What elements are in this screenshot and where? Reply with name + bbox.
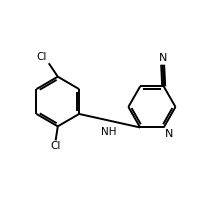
Text: N: N — [158, 53, 167, 63]
Text: Cl: Cl — [51, 141, 61, 151]
Text: NH: NH — [101, 127, 116, 137]
Text: N: N — [165, 129, 173, 139]
Text: Cl: Cl — [37, 52, 47, 62]
